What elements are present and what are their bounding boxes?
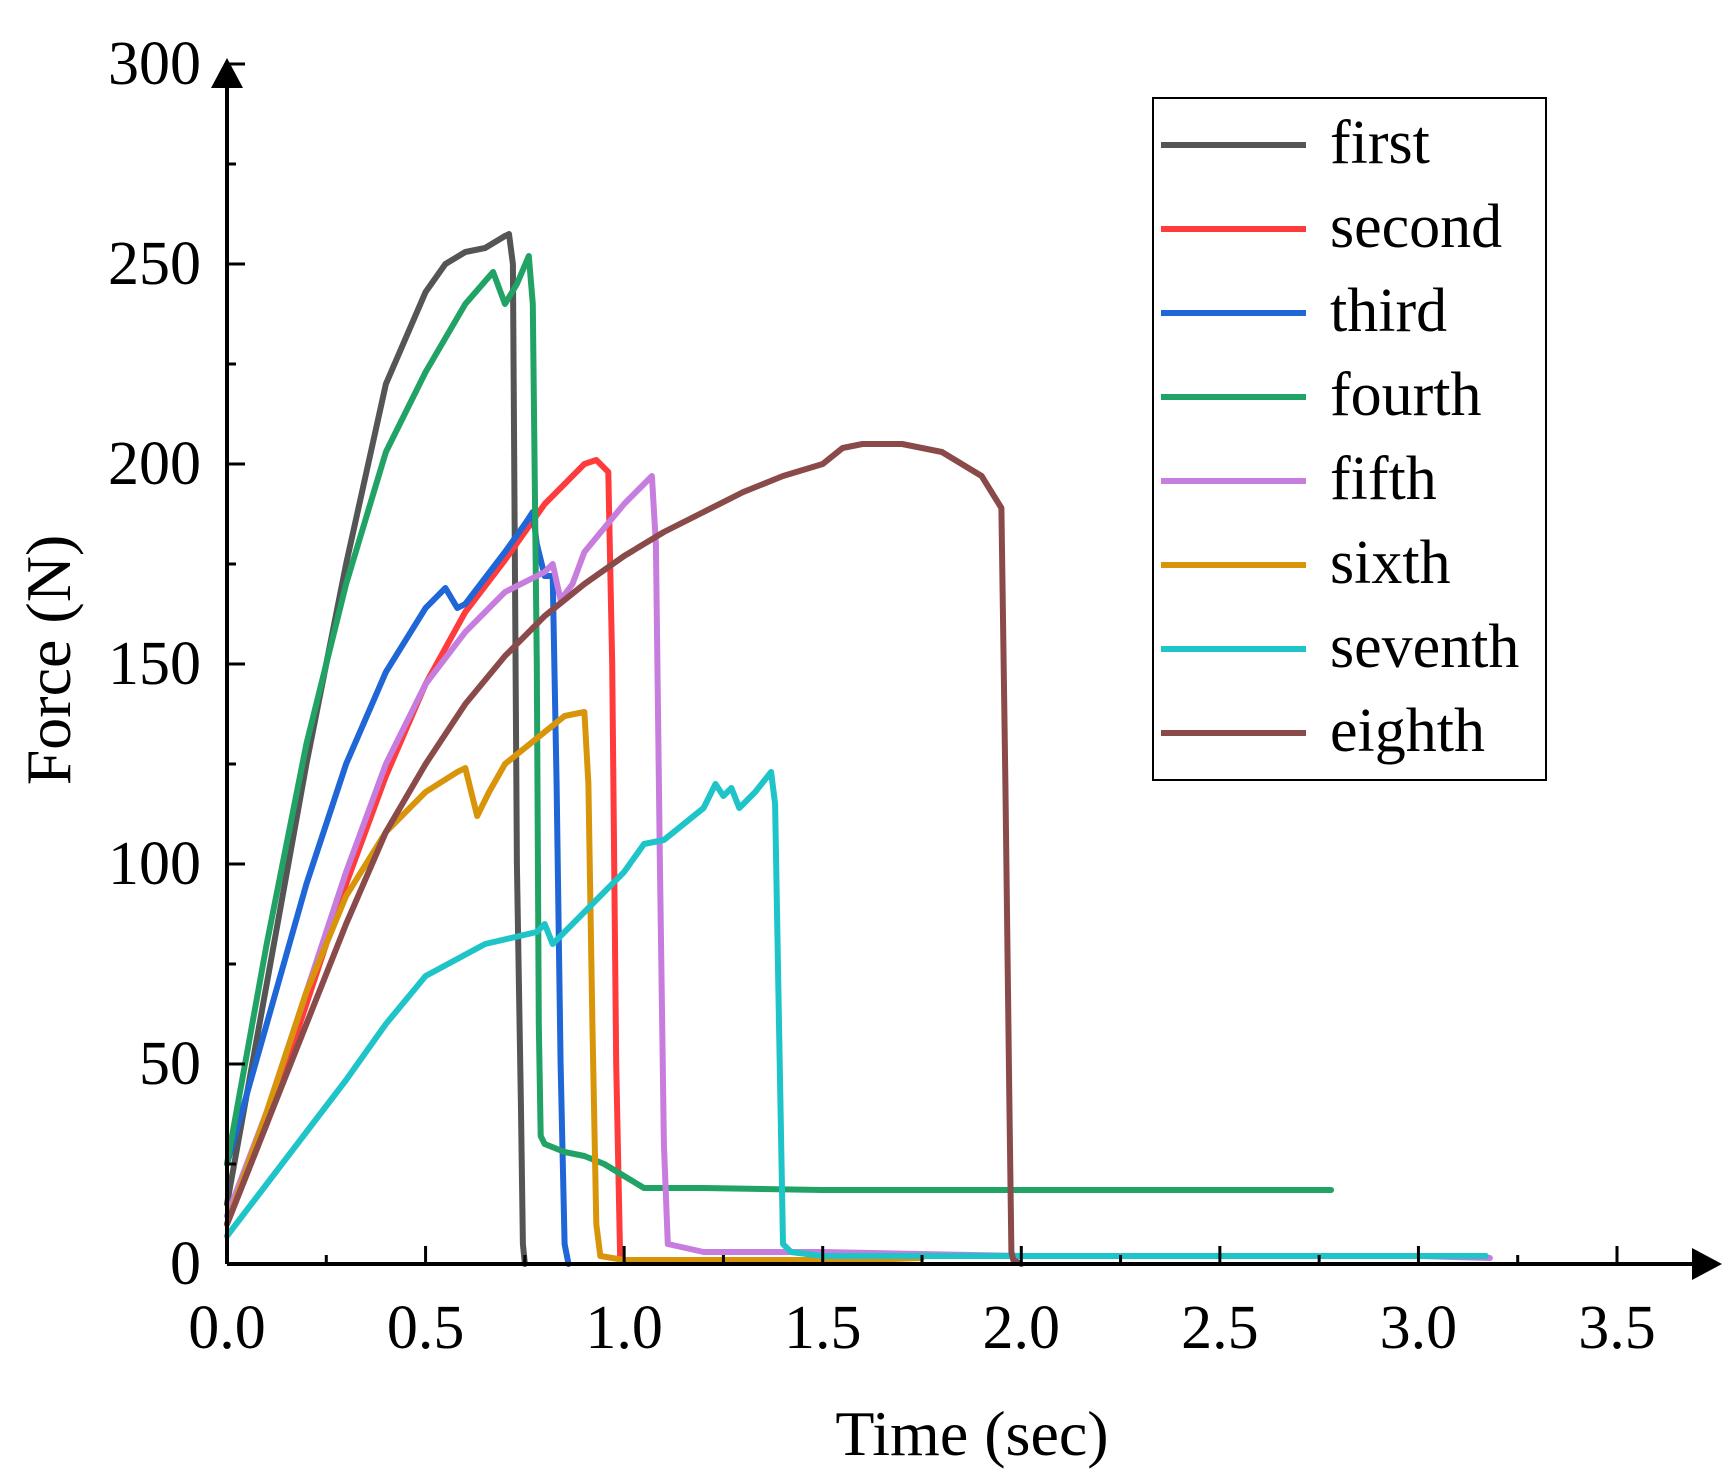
y-tick-label: 250 (108, 230, 201, 298)
y-tick-label: 50 (139, 1030, 201, 1098)
legend-label-first: first (1330, 109, 1430, 177)
y-axis-title: Force (N) (13, 535, 84, 786)
y-tick-label: 0 (170, 1230, 201, 1298)
legend-label-second: second (1330, 193, 1502, 261)
series-line-third (224, 509, 572, 1267)
legend-label-sixth: sixth (1330, 529, 1451, 597)
y-tick-label: 150 (108, 630, 201, 698)
series-line-eighth (224, 441, 1025, 1267)
series-line-seventh (224, 769, 1489, 1259)
x-tick-label: 0.0 (188, 1294, 266, 1362)
x-tick-label: 2.0 (983, 1294, 1061, 1362)
legend-label-third: third (1330, 277, 1447, 345)
plot-lines (224, 231, 1493, 1267)
x-tick-label: 1.0 (585, 1294, 663, 1362)
y-tick-label: 200 (108, 430, 201, 498)
y-axis-arrow (211, 58, 243, 88)
axes (211, 58, 1722, 1280)
series-line-fourth (224, 253, 1335, 1193)
x-ticks: 0.0 0.5 1.0 1.5 2.0 2.5 3.0 3.5 (188, 1246, 1656, 1362)
legend-label-fifth: fifth (1330, 445, 1437, 513)
legend: first second third fourth fifth sixth seventh e… (1152, 97, 1547, 781)
legend-label-seventh: seventh (1330, 613, 1519, 681)
legend-label-eighth: eighth (1330, 697, 1485, 765)
x-tick-label: 1.5 (784, 1294, 862, 1362)
y-tick-label: 100 (108, 830, 201, 898)
y-ticks: 0 50 100 150 200 250 300 (108, 30, 245, 1298)
legend-box (1152, 97, 1547, 781)
x-tick-label: 3.0 (1380, 1294, 1458, 1362)
x-axis-arrow (1692, 1248, 1722, 1280)
x-tick-label: 2.5 (1181, 1294, 1259, 1362)
legend-label-fourth: fourth (1330, 361, 1482, 429)
y-tick-label: 300 (108, 30, 201, 98)
x-axis-title: Time (sec) (835, 1398, 1108, 1469)
series-line-sixth (224, 709, 925, 1263)
x-tick-label: 0.5 (387, 1294, 465, 1362)
x-tick-label: 3.5 (1578, 1294, 1656, 1362)
